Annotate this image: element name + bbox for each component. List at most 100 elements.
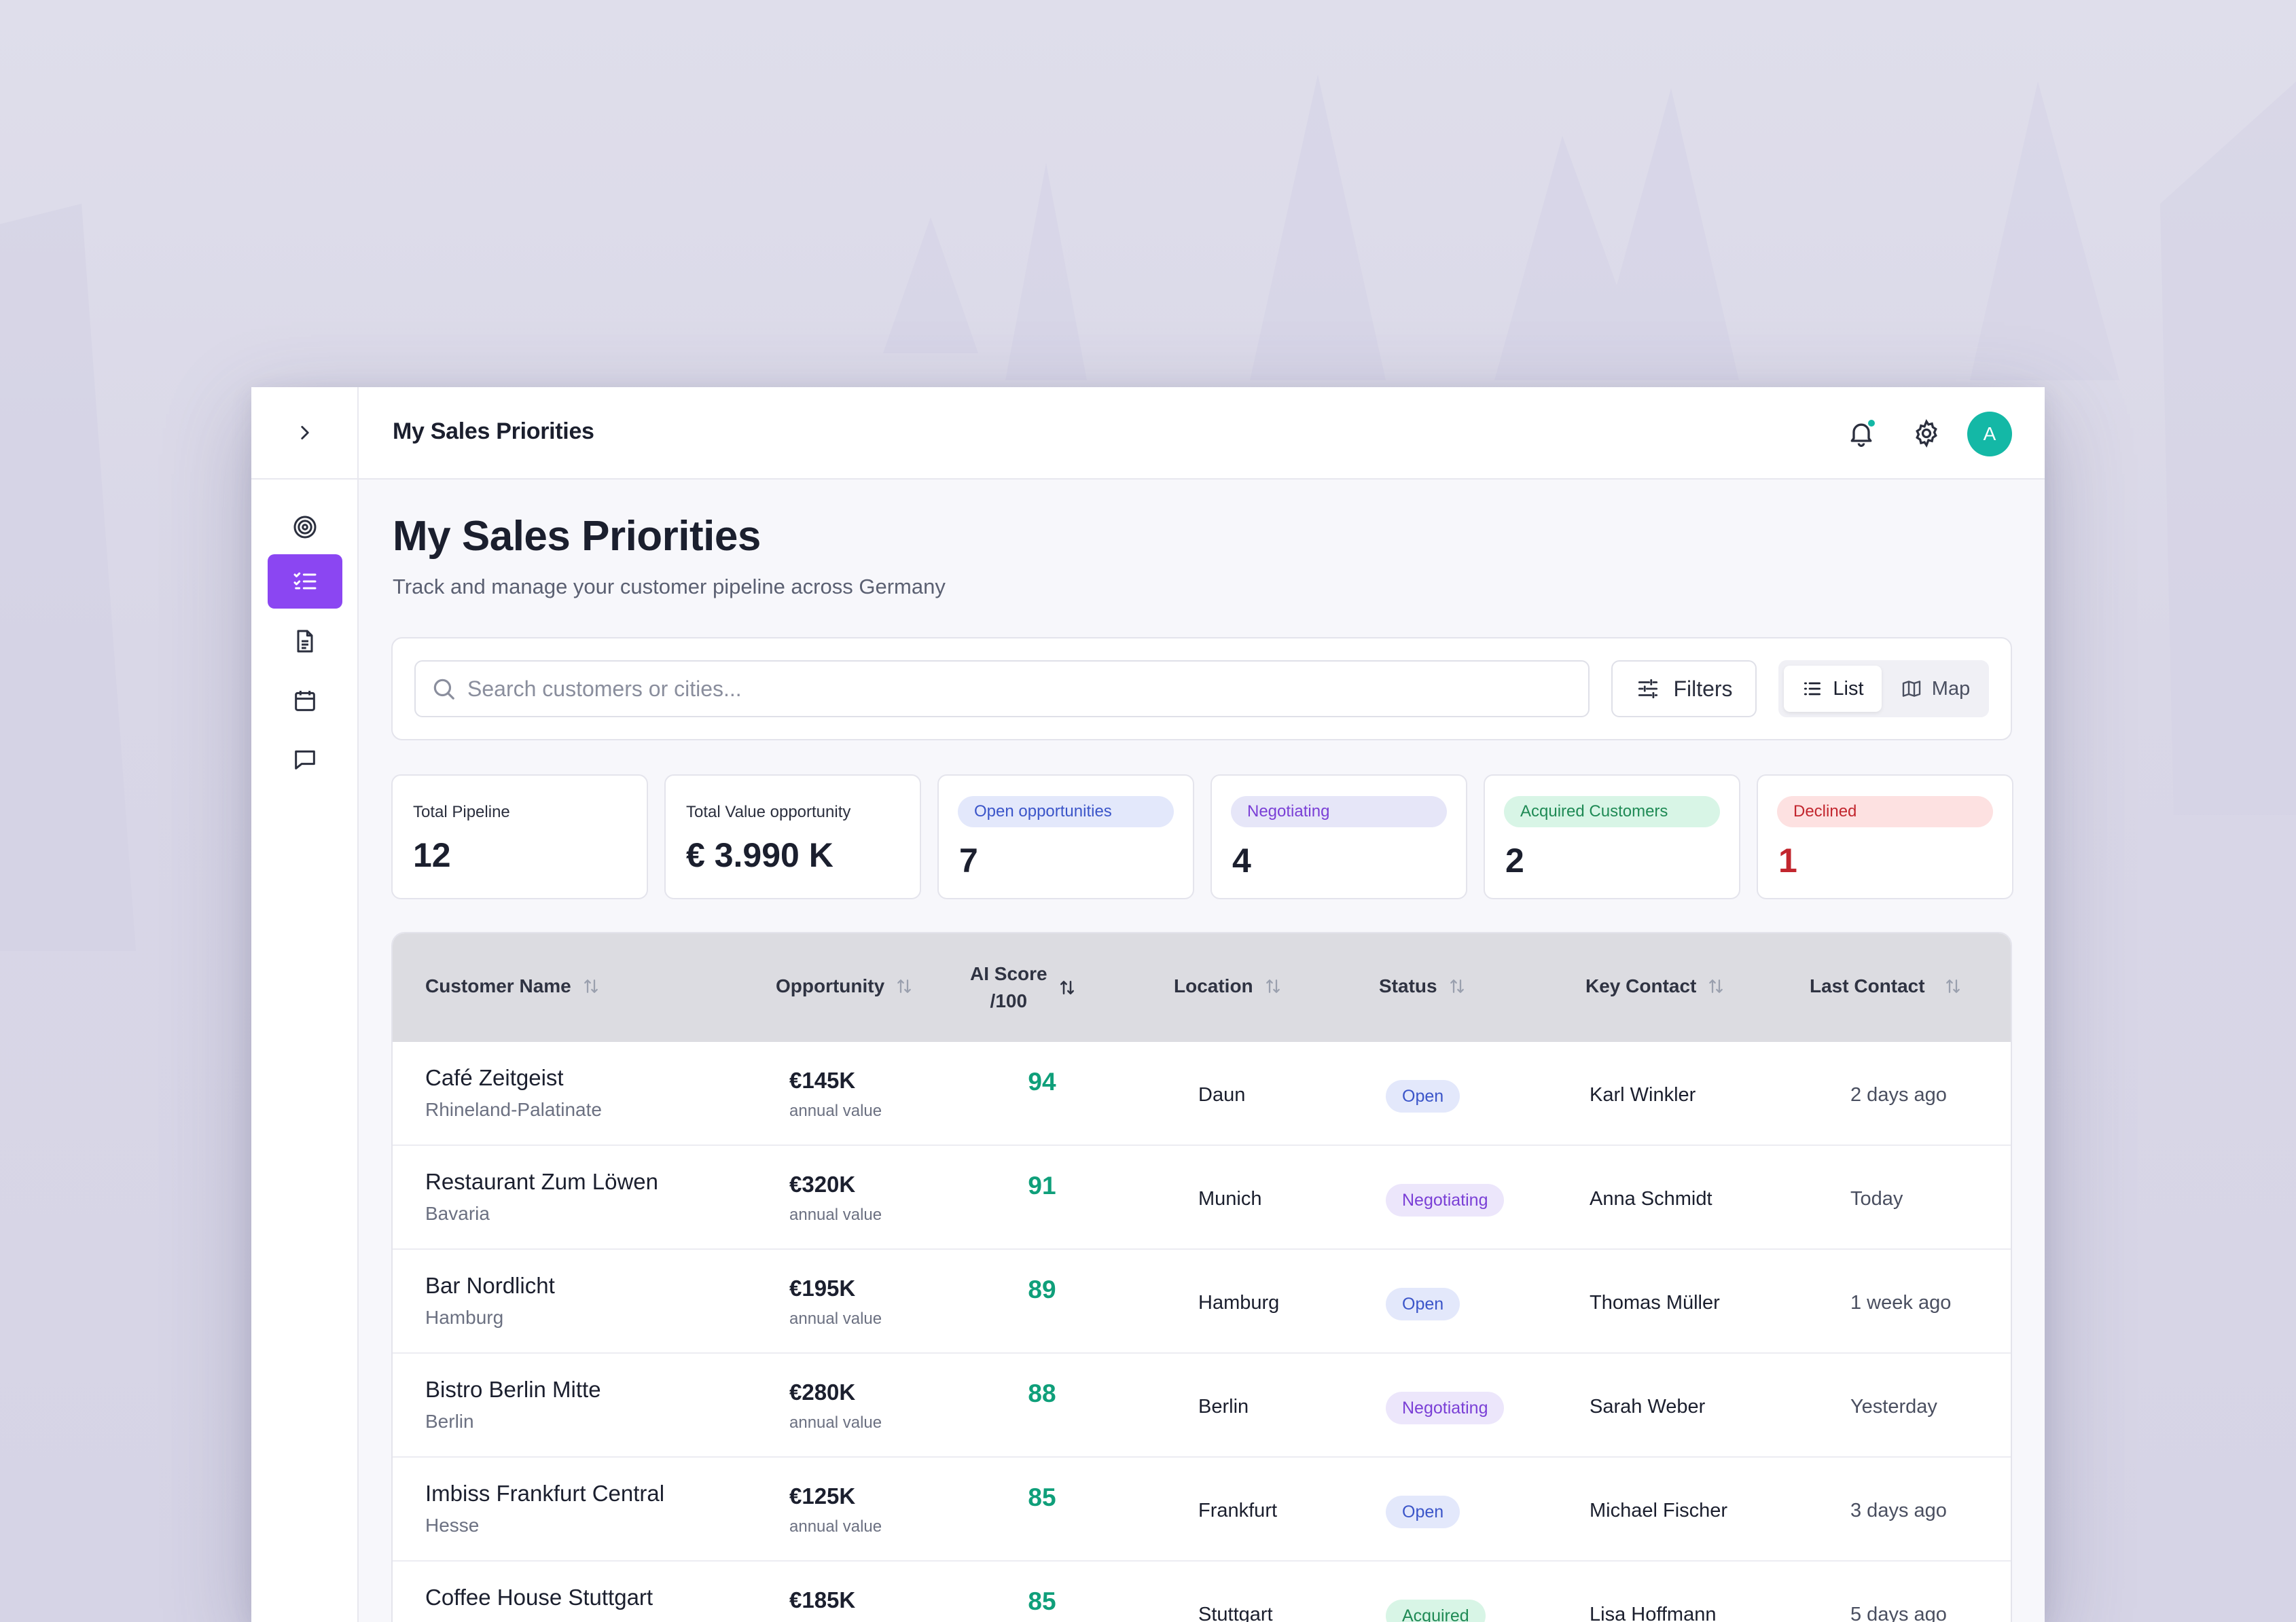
customers-table: Customer Name Opportunity AI Score /100 … [391,932,2012,1622]
column-header-customer[interactable]: Customer Name [425,975,601,997]
location: Stuttgart [1198,1604,1273,1622]
last-contact: Today [1850,1188,1903,1210]
table-row[interactable]: Bistro Berlin Mitte Berlin €280K annual val… [393,1354,2011,1458]
sidebar-item-messages[interactable] [268,732,342,787]
column-label-unit: /100 [990,990,1028,1011]
table-row[interactable]: Café Zeitgeist Rhineland-Palatinate €145K a… [393,1042,2011,1146]
table-row[interactable]: Restaurant Zum Löwen Bavaria €320K annual v… [393,1146,2011,1250]
customer-region: Hamburg [425,1307,504,1328]
sort-active-icon [1060,981,1074,994]
status-badge: Open [1386,1080,1460,1113]
column-label: Customer Name [425,975,571,996]
last-contact: 3 days ago [1850,1500,1947,1521]
column-header-status[interactable]: Status [1379,975,1467,997]
filters-label: Filters [1673,676,1733,701]
table-row[interactable]: Imbiss Frankfurt Central Hesse €125K annual… [393,1458,2011,1562]
customer-name: Café Zeitgeist [425,1065,564,1090]
bell-icon [1850,423,1872,447]
customer-name: Coffee House Stuttgart [425,1585,653,1610]
stat-card-declined[interactable]: Declined 1 [1757,774,2013,899]
location: Munich [1198,1188,1262,1210]
view-list-button[interactable]: List [1784,666,1882,712]
stat-value: € 3.990 K [686,836,833,874]
status-badge: Negotiating [1386,1184,1505,1216]
stat-card-open[interactable]: Open opportunities 7 [937,774,1194,899]
stat-pill-negotiating: Negotiating [1231,796,1447,827]
column-label: AI Score [970,963,1047,984]
calendar-icon [295,691,315,711]
table-row[interactable]: Coffee House Stuttgart €185K 85 Stuttgart Ac… [393,1562,2011,1622]
opportunity-caption: annual value [789,1102,882,1120]
key-contact: Michael Fischer [1590,1500,1728,1521]
last-contact: 2 days ago [1850,1084,1947,1106]
opportunity-caption: annual value [789,1206,882,1224]
sliders-icon [1638,679,1658,699]
last-contact: 5 days ago [1850,1604,1947,1622]
stat-value: 7 [959,842,978,880]
search-toolbar: Filters List Map [391,637,2012,740]
key-contact: Anna Schmidt [1590,1188,1712,1210]
table-row[interactable]: Bar Nordlicht Hamburg €195K annual value 89 H… [393,1250,2011,1354]
column-header-last-contact[interactable]: Last Contact [1810,975,1963,997]
map-icon [1902,681,1920,697]
stat-card-negotiating[interactable]: Negotiating 4 [1210,774,1467,899]
stat-value: 4 [1232,842,1251,880]
sidebar-item-calendar[interactable] [268,674,342,728]
opportunity-caption: annual value [789,1413,882,1432]
customer-name: Restaurant Zum Löwen [425,1169,659,1194]
sidebar-item-priorities[interactable] [268,554,342,609]
customer-name: Imbiss Frankfurt Central [425,1481,665,1506]
column-label: Last Contact [1810,975,1925,996]
sidebar [251,387,359,1622]
customer-region: Rhineland-Palatinate [425,1099,602,1120]
main-content: My Sales Priorities Track and manage you… [359,480,2045,1622]
key-contact: Lisa Hoffmann [1590,1604,1717,1622]
opportunity-value: €185K [789,1587,856,1612]
page-subtitle: Track and manage your customer pipeline … [393,575,946,598]
column-header-key-contact[interactable]: Key Contact [1585,975,1726,997]
view-map-label: Map [1931,677,1971,700]
sidebar-item-documents[interactable] [268,614,342,668]
column-label: Status [1379,975,1437,996]
stat-label: Total Value opportunity [686,803,851,821]
ai-score: 89 [1028,1276,1056,1303]
notifications-button[interactable] [1842,414,1880,452]
column-header-location[interactable]: Location [1174,975,1283,997]
location: Berlin [1198,1396,1249,1418]
ai-score: 94 [1028,1068,1056,1096]
column-header-ai-score[interactable]: AI Score /100 [970,960,1077,1015]
key-contact: Sarah Weber [1590,1396,1706,1418]
avatar[interactable]: A [1967,412,2012,456]
status-badge: Open [1386,1496,1460,1528]
gear-icon [1916,419,1937,448]
view-map-button[interactable]: Map [1887,666,1984,712]
stat-pill-open: Open opportunities [958,796,1174,827]
chat-icon [295,750,315,770]
stat-pill-declined: Declined [1777,796,1993,827]
ai-score: 88 [1028,1380,1056,1407]
view-list-label: List [1833,677,1864,700]
opportunity-value: €195K [789,1276,856,1301]
sort-icon [1266,979,1280,993]
top-bar: My Sales Priorities A [359,387,2045,480]
target-icon [293,516,317,539]
customer-name: Bar Nordlicht [425,1273,555,1298]
page-title: My Sales Priorities [393,513,761,560]
stat-value: 12 [413,836,451,874]
column-header-opportunity[interactable]: Opportunity [776,975,914,997]
stat-card-acquired[interactable]: Acquired Customers 2 [1484,774,1740,899]
sidebar-item-goals[interactable] [268,500,342,554]
filters-button[interactable]: Filters [1611,660,1757,717]
sidebar-expand-button[interactable] [251,387,359,480]
search-box[interactable] [414,660,1590,717]
column-label: Opportunity [776,975,885,996]
search-icon [433,679,454,700]
location: Hamburg [1198,1292,1280,1314]
sort-icon [584,979,598,993]
stat-card-total-pipeline: Total Pipeline 12 [391,774,648,899]
search-input[interactable] [467,676,1554,702]
opportunity-value: €125K [789,1483,856,1509]
settings-button[interactable] [1907,414,1945,452]
sort-icon [1945,979,1960,993]
